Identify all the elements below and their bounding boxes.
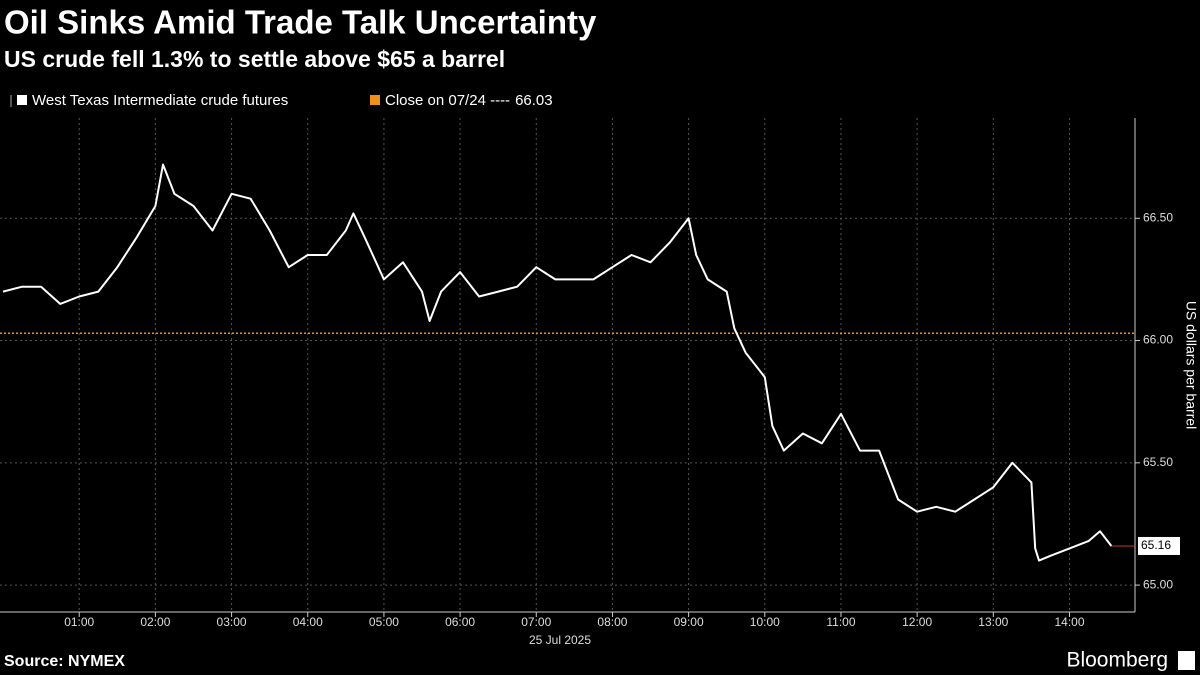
legend-swatch (370, 95, 380, 105)
last-value-box (1138, 536, 1180, 555)
date-label: 25 Jul 2025 (529, 633, 591, 647)
legend-label: West Texas Intermediate crude futures (32, 92, 288, 109)
x-tick-label: 08:00 (597, 615, 627, 629)
source: Source: NYMEX (4, 653, 125, 670)
legend-swatch (17, 95, 27, 105)
x-tick-label: 04:00 (293, 615, 323, 629)
y-tick-label: 66.00 (1143, 333, 1173, 347)
y-tick-label: 66.50 (1143, 210, 1173, 224)
y-tick-label: 65.50 (1143, 455, 1173, 469)
x-tick-label: 06:00 (445, 615, 475, 629)
x-tick-label: 05:00 (369, 615, 399, 629)
x-tick-label: 14:00 (1054, 615, 1084, 629)
chart-title: Oil Sinks Amid Trade Talk Uncertainty (4, 4, 597, 41)
x-tick-label: 11:00 (826, 615, 855, 629)
brand: Bloomberg (1066, 649, 1168, 672)
x-tick-label: 12:00 (902, 615, 932, 629)
price-line (2, 163, 1113, 562)
y-tick-label: 65.00 (1143, 577, 1173, 591)
x-tick-label: 10:00 (750, 615, 780, 629)
x-tick-label: 07:00 (521, 615, 551, 629)
x-tick-label: 01:00 (64, 615, 94, 629)
legend-ref-label: Close on 07/24 ---- (385, 92, 510, 109)
x-tick-label: 13:00 (978, 615, 1008, 629)
brand-icon (1178, 651, 1195, 670)
x-tick-label: 03:00 (217, 615, 247, 629)
chart-subtitle: US crude fell 1.3% to settle above $65 a… (4, 46, 505, 72)
x-tick-label: 09:00 (674, 615, 704, 629)
y-axis-label: US dollars per barrel (1183, 301, 1199, 429)
legend-ref-value: 66.03 (515, 92, 553, 109)
legend-label: Close on 07/24 ---- 66.03 (385, 92, 553, 109)
x-tick-label: 02:00 (140, 615, 170, 629)
last-value-label: 65.16 (1141, 538, 1171, 552)
